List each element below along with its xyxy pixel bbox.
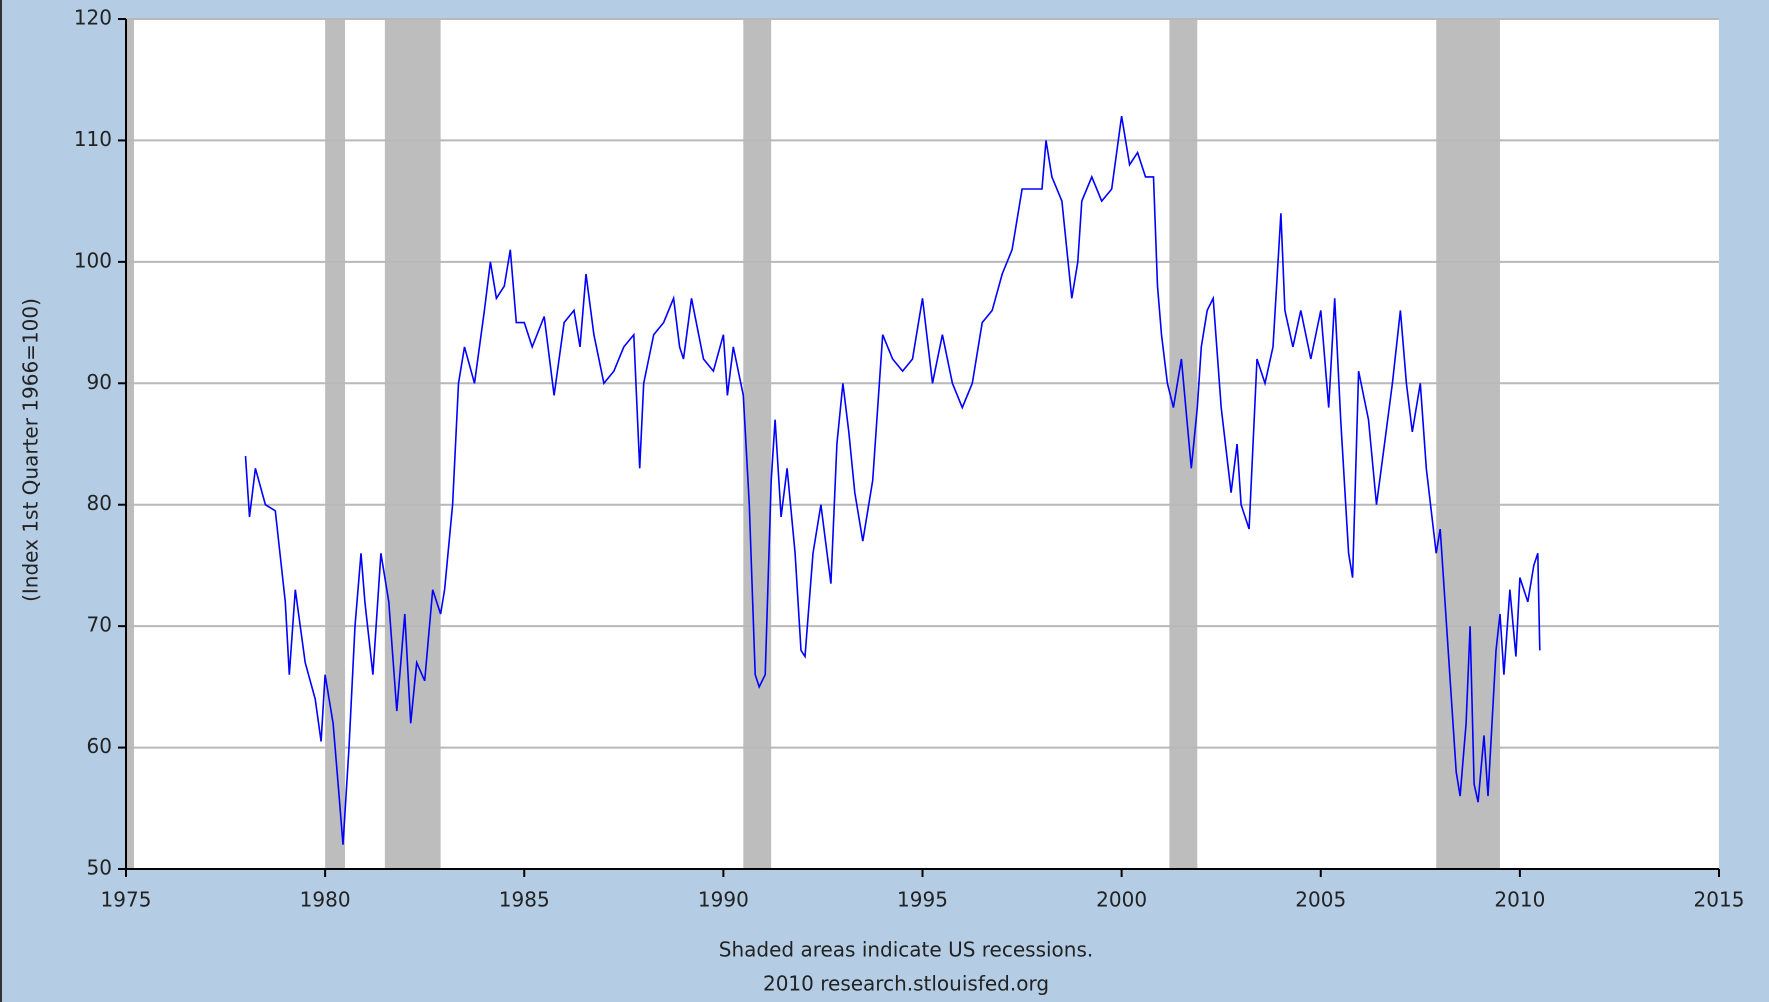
y-tick-label: 110 [74, 127, 112, 151]
x-tick-label: 2010 [1494, 888, 1545, 912]
recession-band [325, 19, 346, 869]
y-tick-label: 60 [87, 734, 112, 758]
y-tick-label: 100 [74, 248, 112, 272]
x-tick-label: 2005 [1295, 888, 1346, 912]
x-tick-label: 1975 [101, 888, 152, 912]
y-tick-label: 80 [87, 491, 112, 515]
x-tick-label: 2000 [1096, 888, 1147, 912]
note: Shaded areas indicate US recessions. [719, 938, 1093, 962]
y-axis-label: (Index 1st Quarter 1966=100) [19, 298, 43, 602]
recession-band [743, 19, 772, 869]
y-tick-label: 50 [87, 856, 112, 880]
x-tick-label: 1995 [897, 888, 948, 912]
y-tick-label: 70 [87, 613, 112, 637]
y-tick-label: 90 [87, 370, 112, 394]
x-tick-label: 1990 [698, 888, 749, 912]
note: 2010 research.stlouisfed.org [763, 972, 1049, 996]
data-line [244, 115, 1541, 845]
y-tick-label: 120 [74, 6, 112, 30]
x-tick-label: 2015 [1694, 888, 1745, 912]
recession-band [384, 19, 441, 869]
recession-band [1169, 19, 1198, 869]
recession-band [1436, 19, 1500, 869]
recession-band [126, 19, 134, 869]
x-tick-label: 1985 [499, 888, 550, 912]
x-tick-label: 1980 [300, 888, 351, 912]
